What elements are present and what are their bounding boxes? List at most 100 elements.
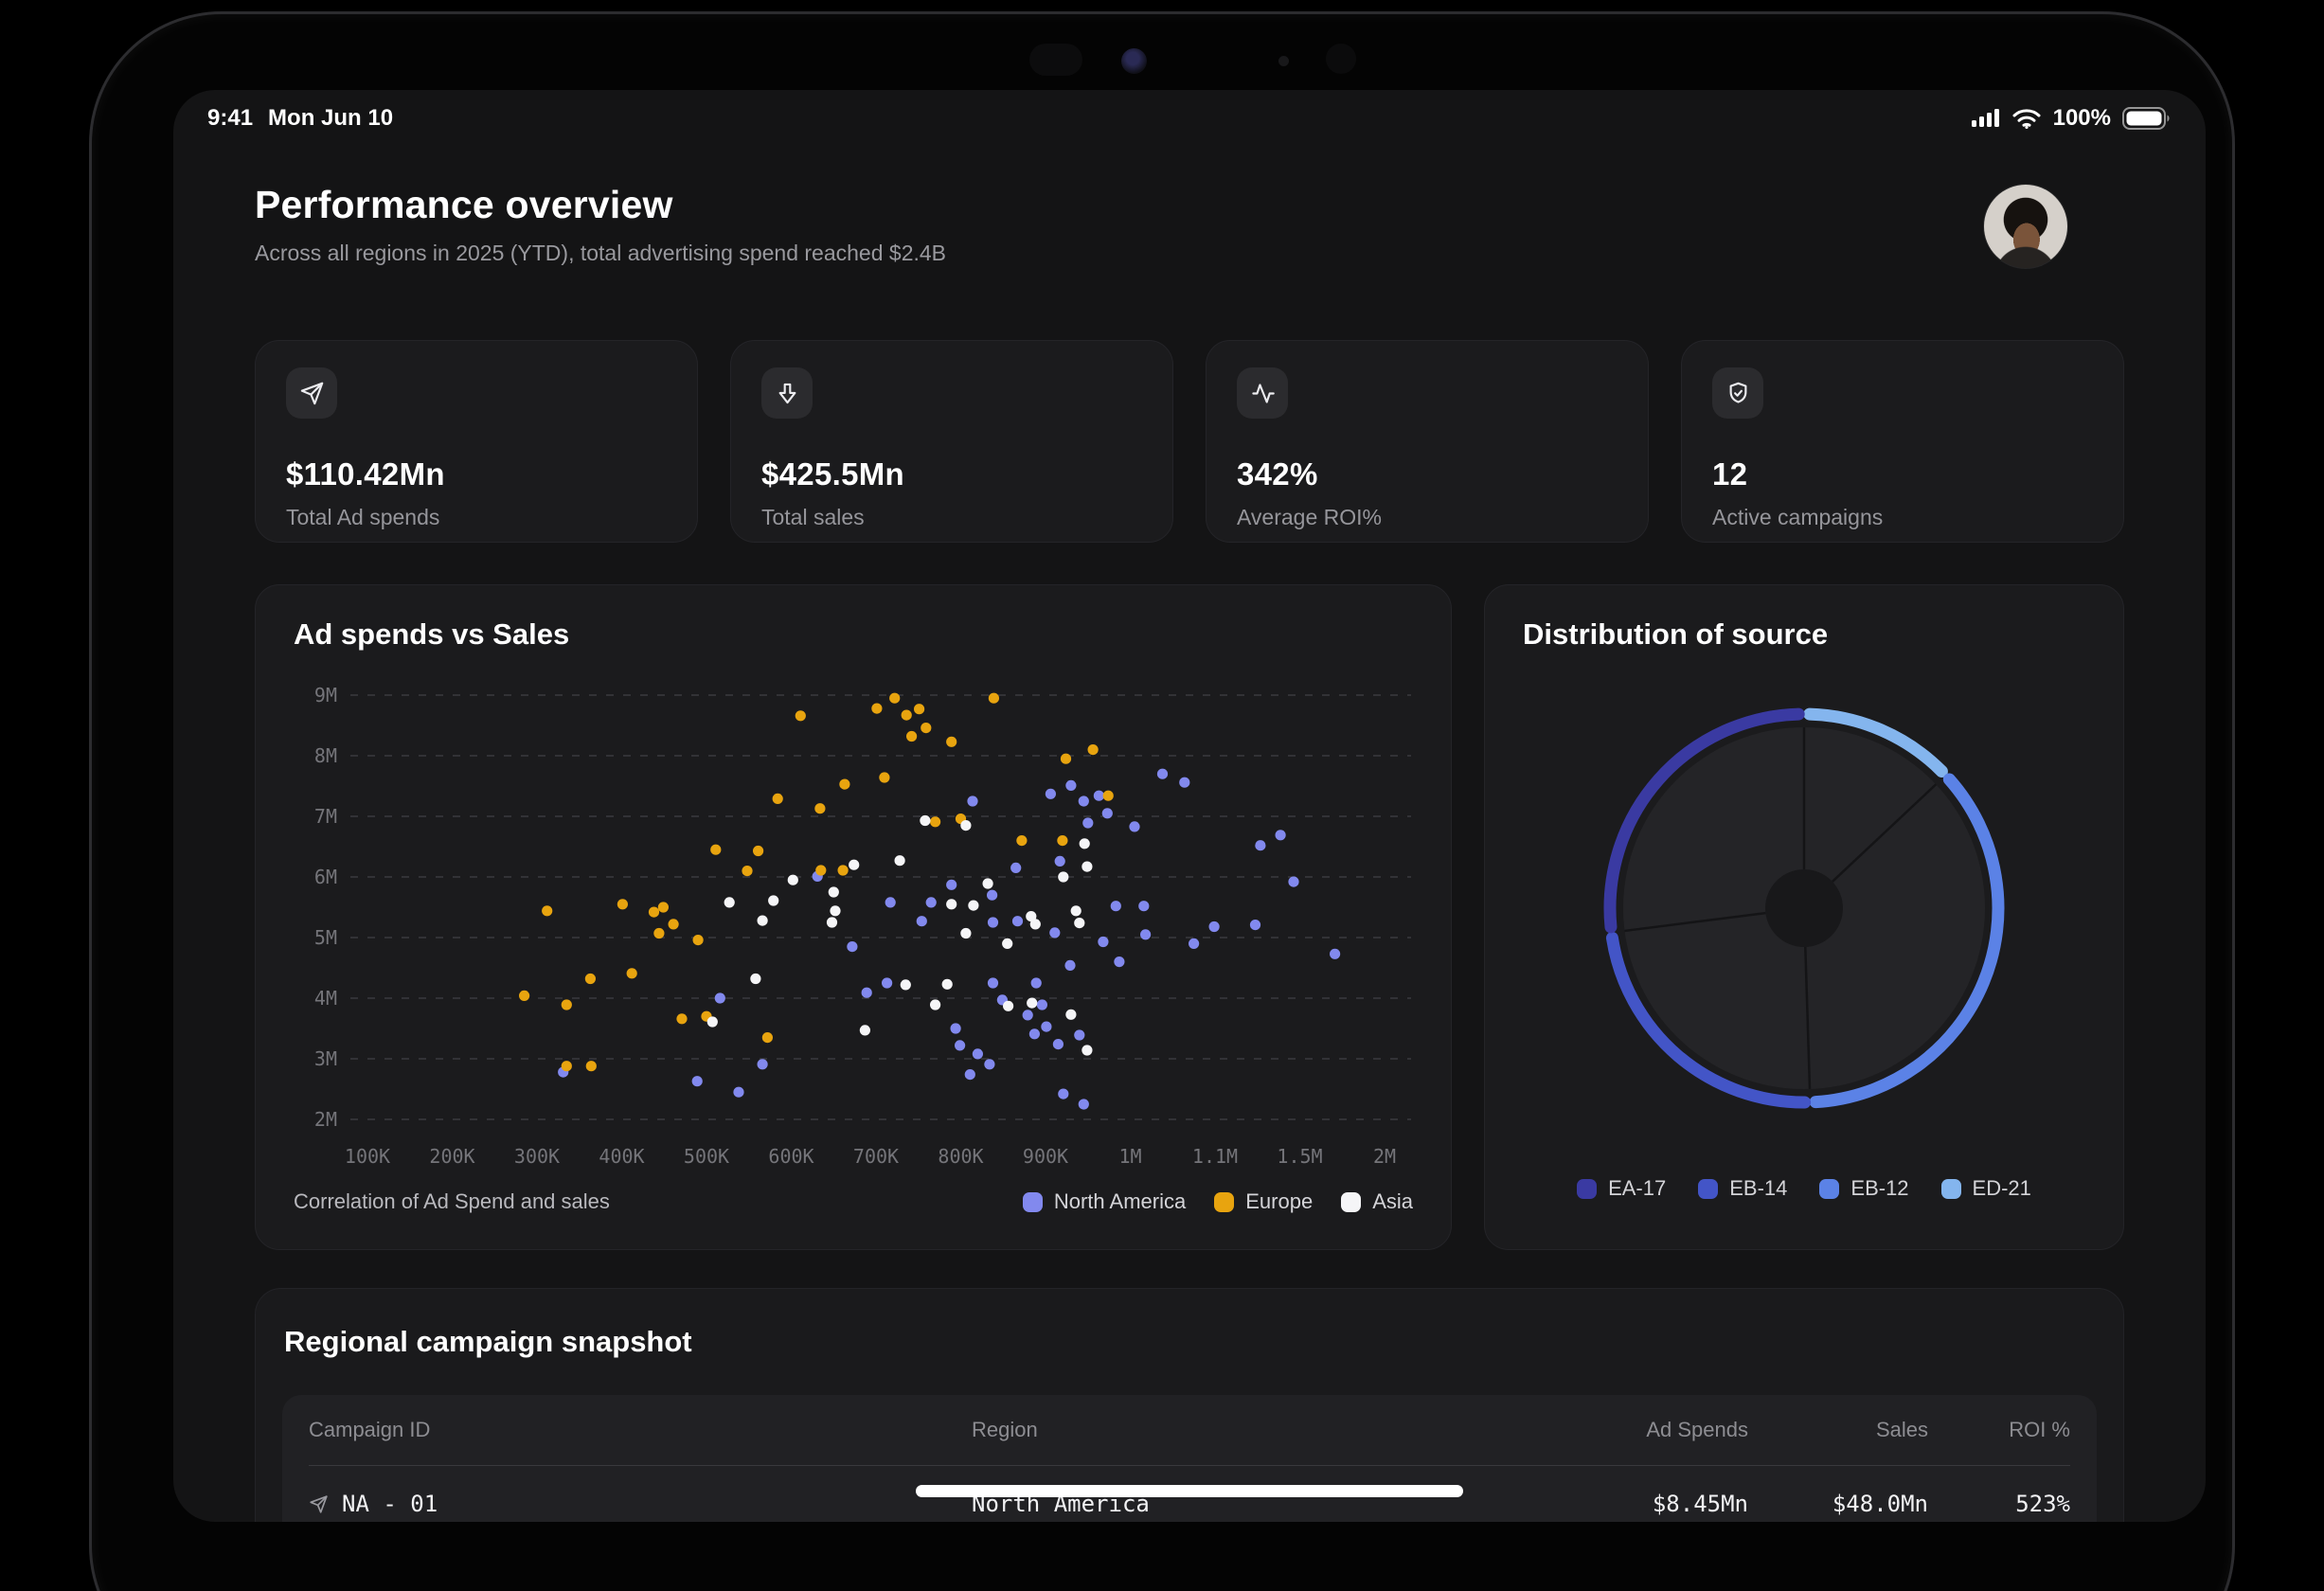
scatter-point-asia[interactable] — [1027, 997, 1038, 1009]
scatter-point-europe[interactable] — [585, 1061, 597, 1072]
scatter-point-europe[interactable] — [906, 730, 918, 742]
scatter-point-europe[interactable] — [626, 968, 637, 979]
scatter-point-europe[interactable] — [815, 865, 827, 876]
scatter-point-north-america[interactable] — [847, 941, 858, 953]
scatter-point-europe[interactable] — [1057, 835, 1068, 847]
scatter-point-europe[interactable] — [753, 845, 764, 857]
scatter-point-north-america[interactable] — [955, 1040, 966, 1051]
scatter-point-north-america[interactable] — [984, 1059, 995, 1070]
legend-item-north-america[interactable]: North America — [1022, 1189, 1186, 1214]
scatter-point-europe[interactable] — [1102, 790, 1114, 801]
scatter-point-asia[interactable] — [1058, 871, 1069, 883]
donut-segment-ed-21[interactable] — [1803, 707, 1948, 778]
scatter-point-asia[interactable] — [826, 917, 838, 928]
scatter-point-north-america[interactable] — [733, 1086, 744, 1098]
scatter-point-europe[interactable] — [914, 704, 925, 715]
scatter-point-north-america[interactable] — [1288, 876, 1299, 887]
scatter-point-europe[interactable] — [889, 692, 901, 704]
scatter-point-asia[interactable] — [849, 859, 860, 870]
scatter-point-europe[interactable] — [1016, 835, 1028, 847]
scatter-point-north-america[interactable] — [885, 897, 896, 908]
scatter-point-europe[interactable] — [668, 919, 679, 930]
scatter-point-north-america[interactable] — [1036, 999, 1047, 1010]
legend-item-asia[interactable]: Asia — [1341, 1189, 1413, 1214]
scatter-point-north-america[interactable] — [1114, 956, 1125, 968]
scatter-point-north-america[interactable] — [967, 796, 978, 807]
scatter-point-north-america[interactable] — [1054, 855, 1065, 867]
scatter-point-north-america[interactable] — [1078, 1099, 1089, 1110]
scatter-point-north-america[interactable] — [1249, 920, 1261, 931]
scatter-point-asia[interactable] — [960, 820, 972, 831]
kpi-card-total-ad-spends[interactable]: $110.42Mn Total Ad spends — [255, 340, 698, 543]
donut-segment-eb-14[interactable] — [1605, 931, 1812, 1109]
scatter-point-europe[interactable] — [1060, 753, 1072, 764]
scatter-point-europe[interactable] — [676, 1013, 688, 1025]
scatter-point-europe[interactable] — [710, 844, 722, 855]
scatter-point-north-america[interactable] — [1330, 948, 1341, 959]
scatter-point-asia[interactable] — [750, 973, 761, 985]
scatter-point-europe[interactable] — [519, 990, 530, 1001]
scatter-point-europe[interactable] — [814, 803, 826, 814]
legend-item-ed-21[interactable]: ED-21 — [1940, 1176, 2031, 1201]
scatter-point-north-america[interactable] — [950, 1023, 961, 1034]
scatter-point-asia[interactable] — [960, 927, 972, 939]
scatter-point-north-america[interactable] — [1179, 777, 1190, 788]
scatter-point-north-america[interactable] — [1065, 779, 1077, 791]
scatter-point-europe[interactable] — [837, 865, 849, 876]
scatter-point-asia[interactable] — [946, 899, 957, 910]
scatter-point-europe[interactable] — [542, 905, 553, 917]
legend-item-ea-17[interactable]: EA-17 — [1577, 1176, 1666, 1201]
scatter-point-europe[interactable] — [1087, 744, 1099, 756]
scatter-point-europe[interactable] — [648, 906, 660, 918]
scatter-point-europe[interactable] — [772, 793, 783, 804]
scatter-point-north-america[interactable] — [882, 977, 893, 989]
scatter-point-north-america[interactable] — [964, 1069, 975, 1081]
scatter-point-asia[interactable] — [828, 886, 839, 898]
scatter-point-asia[interactable] — [859, 1025, 871, 1036]
scatter-point-asia[interactable] — [787, 874, 798, 885]
scatter-point-north-america[interactable] — [1110, 901, 1121, 912]
scatter-point-north-america[interactable] — [1138, 901, 1150, 912]
scatter-point-north-america[interactable] — [1049, 927, 1061, 939]
scatter-point-europe[interactable] — [617, 899, 628, 910]
scatter-point-asia[interactable] — [830, 905, 841, 917]
scatter-point-north-america[interactable] — [757, 1059, 768, 1070]
scatter-plot[interactable]: 9M 8M 7M 6M 5M 4M 3M 2M 100K 200K 300K 400K 500K 600K… — [294, 669, 1415, 1186]
kpi-card-average-roi[interactable]: 342% Average ROI% — [1206, 340, 1649, 543]
scatter-point-europe[interactable] — [761, 1032, 773, 1044]
scatter-point-north-america[interactable] — [1098, 936, 1109, 948]
scatter-point-asia[interactable] — [894, 855, 905, 867]
scatter-point-europe[interactable] — [742, 866, 753, 877]
scatter-point-asia[interactable] — [1002, 938, 1013, 949]
scatter-point-europe[interactable] — [988, 692, 999, 704]
scatter-point-north-america[interactable] — [1064, 959, 1076, 971]
table-row[interactable]: NA - 01 North America $8.45Mn $48.0Mn 523% — [309, 1466, 2070, 1522]
home-indicator[interactable] — [916, 1485, 1463, 1497]
scatter-point-europe[interactable] — [879, 772, 890, 783]
avatar[interactable] — [1984, 185, 2067, 268]
scatter-point-asia[interactable] — [920, 814, 931, 827]
scatter-point-asia[interactable] — [941, 978, 953, 990]
scatter-point-north-america[interactable] — [1041, 1021, 1052, 1032]
donut-segment-ea-17[interactable] — [1603, 707, 1805, 934]
scatter-point-north-america[interactable] — [1022, 1010, 1033, 1021]
scatter-point-north-america[interactable] — [1058, 1088, 1069, 1099]
scatter-point-north-america[interactable] — [1275, 830, 1286, 841]
scatter-point-north-america[interactable] — [925, 897, 937, 908]
scatter-point-north-america[interactable] — [1129, 821, 1140, 832]
scatter-point-europe[interactable] — [946, 736, 957, 747]
scatter-point-europe[interactable] — [653, 927, 665, 939]
scatter-point-north-america[interactable] — [861, 987, 872, 998]
scatter-point-asia[interactable] — [757, 915, 768, 926]
legend-item-eb-12[interactable]: EB-12 — [1819, 1176, 1909, 1201]
scatter-point-asia[interactable] — [1074, 918, 1085, 929]
scatter-point-north-america[interactable] — [946, 879, 957, 890]
legend-item-europe[interactable]: Europe — [1214, 1189, 1313, 1214]
legend-item-eb-14[interactable]: EB-14 — [1698, 1176, 1787, 1201]
kpi-card-total-sales[interactable]: $425.5Mn Total sales — [730, 340, 1173, 543]
scatter-point-north-america[interactable] — [1082, 817, 1094, 829]
scatter-point-asia[interactable] — [1079, 838, 1090, 849]
scatter-point-asia[interactable] — [968, 900, 979, 911]
scatter-point-europe[interactable] — [795, 710, 806, 722]
scatter-point-asia[interactable] — [1070, 905, 1082, 917]
